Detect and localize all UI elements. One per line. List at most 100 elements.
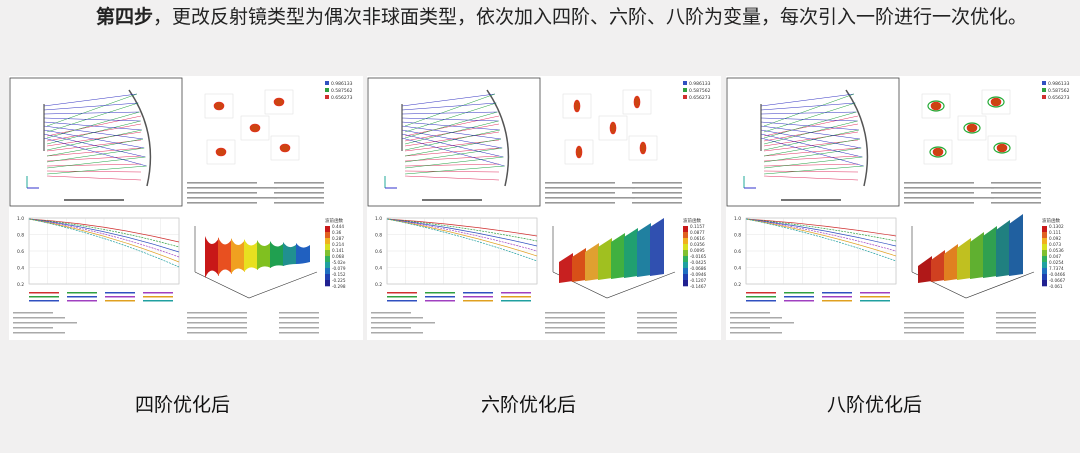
mtf-legend-item — [67, 296, 97, 298]
info-line — [274, 187, 324, 189]
mtf-legend-item — [425, 296, 455, 298]
ray-red — [404, 155, 500, 162]
mirror-surface — [486, 89, 510, 187]
mtf-ytick: 0.6 — [734, 249, 741, 255]
ray-blue — [401, 129, 503, 149]
colorbar-segment — [325, 256, 330, 263]
colorbar-segment — [1042, 280, 1047, 287]
info-line — [187, 312, 247, 314]
ray-red — [46, 163, 142, 167]
mtf-legend-item — [463, 300, 493, 302]
mtf-legend-item — [425, 300, 455, 302]
info-line — [545, 312, 605, 314]
legend-swatch — [325, 88, 329, 92]
colorbar-segment — [325, 238, 330, 245]
colorbar-tick: 0.1302 — [1049, 224, 1064, 229]
colorbar-tick: 0.214 — [332, 242, 344, 247]
ray-blue — [760, 129, 862, 149]
spot-box — [921, 93, 951, 119]
info-line — [904, 327, 964, 329]
colorbar-segment — [325, 274, 330, 281]
mirror-surface — [845, 89, 869, 187]
info-line — [632, 192, 682, 194]
ray-green — [763, 165, 864, 175]
spot-pattern — [215, 147, 227, 157]
colorbar-title: 波前函数 — [325, 217, 343, 224]
optical-layout-plot — [367, 77, 541, 207]
legend-swatch — [683, 81, 687, 85]
spot-box — [923, 139, 953, 165]
ray-green — [763, 102, 856, 133]
colorbar-segment — [683, 238, 688, 245]
mtf-ytick: 0.4 — [734, 266, 741, 272]
info-line — [991, 182, 1041, 184]
colorbar-tick: -5.02e — [332, 260, 346, 265]
info-line — [996, 327, 1036, 329]
spot-box — [270, 135, 300, 161]
info-line — [545, 182, 615, 184]
surface-band — [598, 238, 612, 280]
legend-value: 0.986133 — [1048, 81, 1070, 87]
surface-band — [257, 240, 271, 270]
ray-blue — [401, 121, 500, 131]
mtf-legend-item — [105, 300, 135, 302]
info-line — [187, 332, 247, 334]
ray-green — [46, 102, 139, 133]
info-line — [904, 192, 974, 194]
legend-value: 0.656273 — [331, 95, 353, 101]
info-line — [187, 182, 257, 184]
ray-red — [404, 175, 500, 181]
info-line — [637, 317, 677, 319]
info-line — [730, 332, 782, 334]
mtf-legend-item — [29, 292, 59, 294]
info-line — [637, 327, 677, 329]
spot-box — [562, 93, 592, 119]
colorbar-tick: -0.298 — [332, 284, 346, 289]
spot-box — [240, 115, 270, 141]
info-line — [371, 312, 411, 314]
mtf-legend-item — [143, 300, 173, 302]
colorbar-tick: -0.1207 — [690, 278, 706, 283]
mtf-ytick: 0.8 — [734, 233, 741, 239]
info-line — [637, 322, 677, 324]
colorbar-segment — [1042, 274, 1047, 281]
ray-blue — [760, 125, 861, 140]
ray-bundle — [43, 93, 147, 181]
ray-green — [404, 165, 505, 175]
ray-red — [763, 175, 859, 181]
caption-4th-order: 四阶优化后 — [135, 394, 231, 416]
mtf-curve — [386, 218, 538, 257]
mtf-legend-item — [387, 292, 417, 294]
colorbar-tick: 0.111 — [1049, 230, 1061, 235]
surface-band — [918, 256, 932, 283]
colorbar-segment — [683, 244, 688, 251]
mtf-legend-item — [463, 292, 493, 294]
info-line — [996, 312, 1036, 314]
spot-box — [622, 89, 652, 115]
ray-blue — [401, 125, 502, 140]
legend-swatch — [683, 95, 687, 99]
mtf-legend-item — [425, 292, 455, 294]
mtf-legend-item — [105, 292, 135, 294]
mtf-legend-item — [784, 296, 814, 298]
spot-pattern — [639, 141, 647, 155]
info-line — [187, 322, 247, 324]
surface-band — [270, 241, 284, 268]
ray-blue — [401, 93, 496, 107]
mtf-legend-item — [29, 300, 59, 302]
info-line — [632, 187, 682, 189]
caption-8th-order: 八阶优化后 — [827, 394, 923, 416]
spot-pattern — [996, 143, 1008, 153]
ray-blue — [760, 117, 858, 122]
ray-blue — [401, 117, 499, 122]
colorbar-segment — [683, 274, 688, 281]
colorbar-tick: -0.0425 — [690, 260, 706, 265]
ray-green — [763, 156, 863, 169]
mtf-plot: 1.0 0.8 0.6 0.4 0.2 — [734, 216, 897, 302]
ray-green — [46, 165, 147, 175]
colorbar-segment — [683, 262, 688, 269]
legend-swatch — [683, 88, 687, 92]
